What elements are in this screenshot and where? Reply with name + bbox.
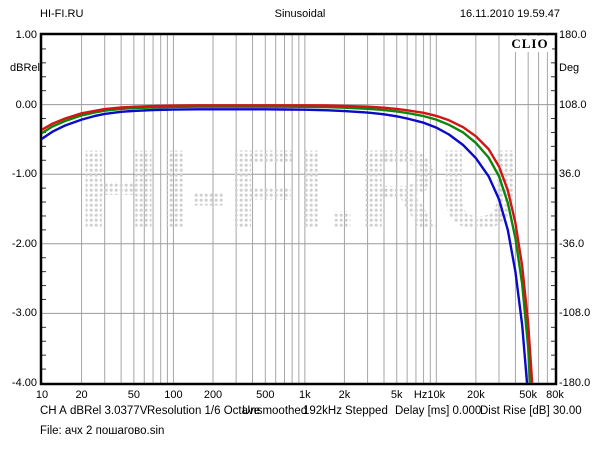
- y-left-tick: -3.00: [11, 307, 37, 320]
- y-left-tick: -1.00: [11, 168, 37, 181]
- status-mode: Stepped: [345, 405, 388, 417]
- x-tick: 1k: [299, 389, 311, 401]
- x-tick: 80k: [546, 389, 564, 401]
- status-resolution: Resolution 1/6 Octave: [147, 405, 261, 417]
- measurement-title: Sinusoidal: [274, 8, 326, 20]
- file-name-label: File: ачх 2 пошагово.sin: [40, 425, 165, 437]
- watermark-text: HI-FI.RU: [44, 134, 554, 246]
- x-tick: 100: [164, 389, 183, 401]
- status-level: dBRel 3.0377V: [70, 405, 148, 417]
- y-left-tick: 1.00: [15, 29, 37, 41]
- y-right-tick: -108.0: [559, 307, 591, 320]
- x-tick: 2k: [338, 389, 351, 401]
- x-tick: 50k: [519, 389, 538, 401]
- x-tick: 50: [127, 389, 140, 401]
- x-tick: 20k: [466, 389, 485, 401]
- y-right-axis-unit: Deg: [559, 62, 580, 74]
- y-left-tick: 0.00: [15, 98, 37, 111]
- y-right-tick: -180.0: [559, 377, 591, 389]
- y-left-axis-unit: dBRel: [10, 62, 40, 74]
- clio-logo: CLIO: [508, 36, 552, 52]
- x-tick: 10k: [427, 389, 446, 401]
- header-site-label: HI-FI.RU: [40, 8, 84, 20]
- x-tick: 200: [203, 389, 223, 401]
- timestamp: 16.11.2010 19.59.47: [459, 8, 560, 20]
- status-channel: CH A: [40, 405, 67, 417]
- x-tick: 10: [35, 389, 49, 401]
- status-dist-rise: Dist Rise [dB] 30.00: [480, 405, 582, 417]
- y-left-tick: -4.00: [11, 377, 37, 389]
- x-tick: 20: [75, 389, 88, 401]
- y-right-tick: 108.0: [559, 98, 587, 111]
- y-left-tick: -2.00: [11, 237, 37, 250]
- y-right-tick: 36.0: [559, 168, 581, 181]
- status-samplerate: 192kHz: [303, 405, 342, 417]
- x-tick: 500: [256, 389, 275, 401]
- x-tick: 5k: [390, 389, 403, 401]
- y-right-tick: 180.0: [559, 29, 587, 41]
- y-right-tick: -36.0: [559, 237, 585, 250]
- x-axis-unit: Hz: [413, 389, 428, 401]
- status-delay: Delay [ms] 0.000: [395, 405, 482, 417]
- status-smoothing: Unsmoothed: [242, 405, 308, 417]
